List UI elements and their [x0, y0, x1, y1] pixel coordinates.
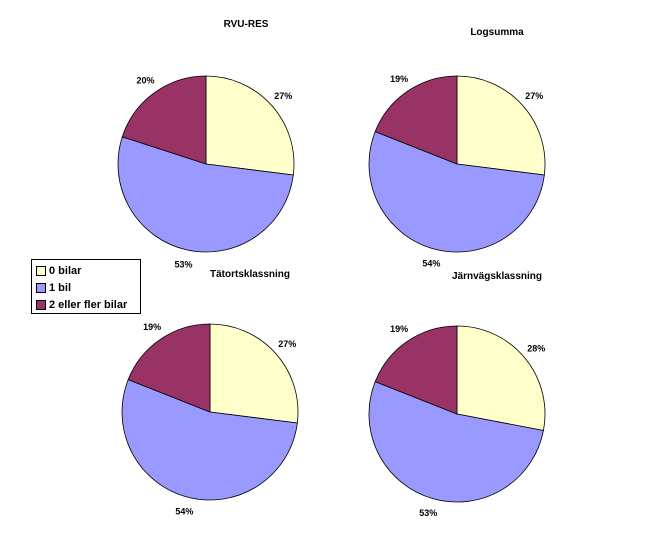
pie-slice: [374, 75, 458, 165]
chart-title: Logsumma: [470, 27, 524, 38]
slice-value-label: 27%: [274, 91, 292, 101]
pie-slice: [121, 75, 207, 165]
legend-swatch-1-bil: [36, 282, 46, 293]
slice-value-label: 20%: [136, 76, 154, 86]
legend-item-0-bilar: 0 bilar: [36, 262, 140, 279]
chart-title: Tätortsklassning: [210, 269, 290, 280]
slice-value-label: 19%: [390, 74, 408, 84]
pie-slice: [456, 75, 546, 176]
chart-title: Järnvägsklassning: [452, 271, 542, 282]
legend-item-1-bil: 1 bil: [36, 279, 140, 296]
legend-item-2-bilar: 2 eller fler bilar: [36, 296, 140, 313]
pie-slice: [117, 136, 294, 253]
pie-slice: [205, 75, 295, 176]
pie-chart-2: Logsumma 27% 54% 19%: [368, 27, 546, 269]
pie-slice: [209, 323, 299, 424]
pie-slice: [127, 323, 211, 413]
slice-value-label: 27%: [278, 339, 296, 349]
legend-swatch-0-bilar: [36, 265, 46, 276]
pie-slice: [374, 325, 458, 415]
legend-label-2-bilar: 2 eller fler bilar: [49, 298, 128, 311]
chart-title: RVU-RES: [224, 19, 269, 30]
slice-value-label: 27%: [525, 91, 543, 101]
pie-chart-4: Järnvägsklassning 28% 53% 19%: [368, 271, 546, 518]
slice-value-label: 19%: [390, 324, 408, 334]
pie-chart-1: RVU-RES 27% 53% 20%: [117, 19, 295, 270]
slice-value-label: 53%: [419, 508, 437, 518]
legend-swatch-2-bilar: [36, 299, 46, 310]
pie-slice: [368, 131, 545, 253]
slice-value-label: 19%: [143, 322, 161, 332]
legend: 0 bilar 1 bil 2 eller fler bilar: [31, 259, 141, 314]
legend-label-0-bilar: 0 bilar: [49, 264, 82, 277]
pie-slice: [456, 325, 546, 431]
pie-slice: [368, 381, 544, 503]
pie-chart-3: Tätortsklassning 27% 54% 19%: [121, 269, 299, 517]
slice-value-label: 28%: [527, 343, 545, 353]
pie-slice: [121, 379, 298, 501]
slice-value-label: 53%: [174, 260, 192, 270]
legend-label-1-bil: 1 bil: [49, 281, 72, 294]
slice-value-label: 54%: [175, 507, 193, 517]
slice-value-label: 54%: [422, 259, 440, 269]
